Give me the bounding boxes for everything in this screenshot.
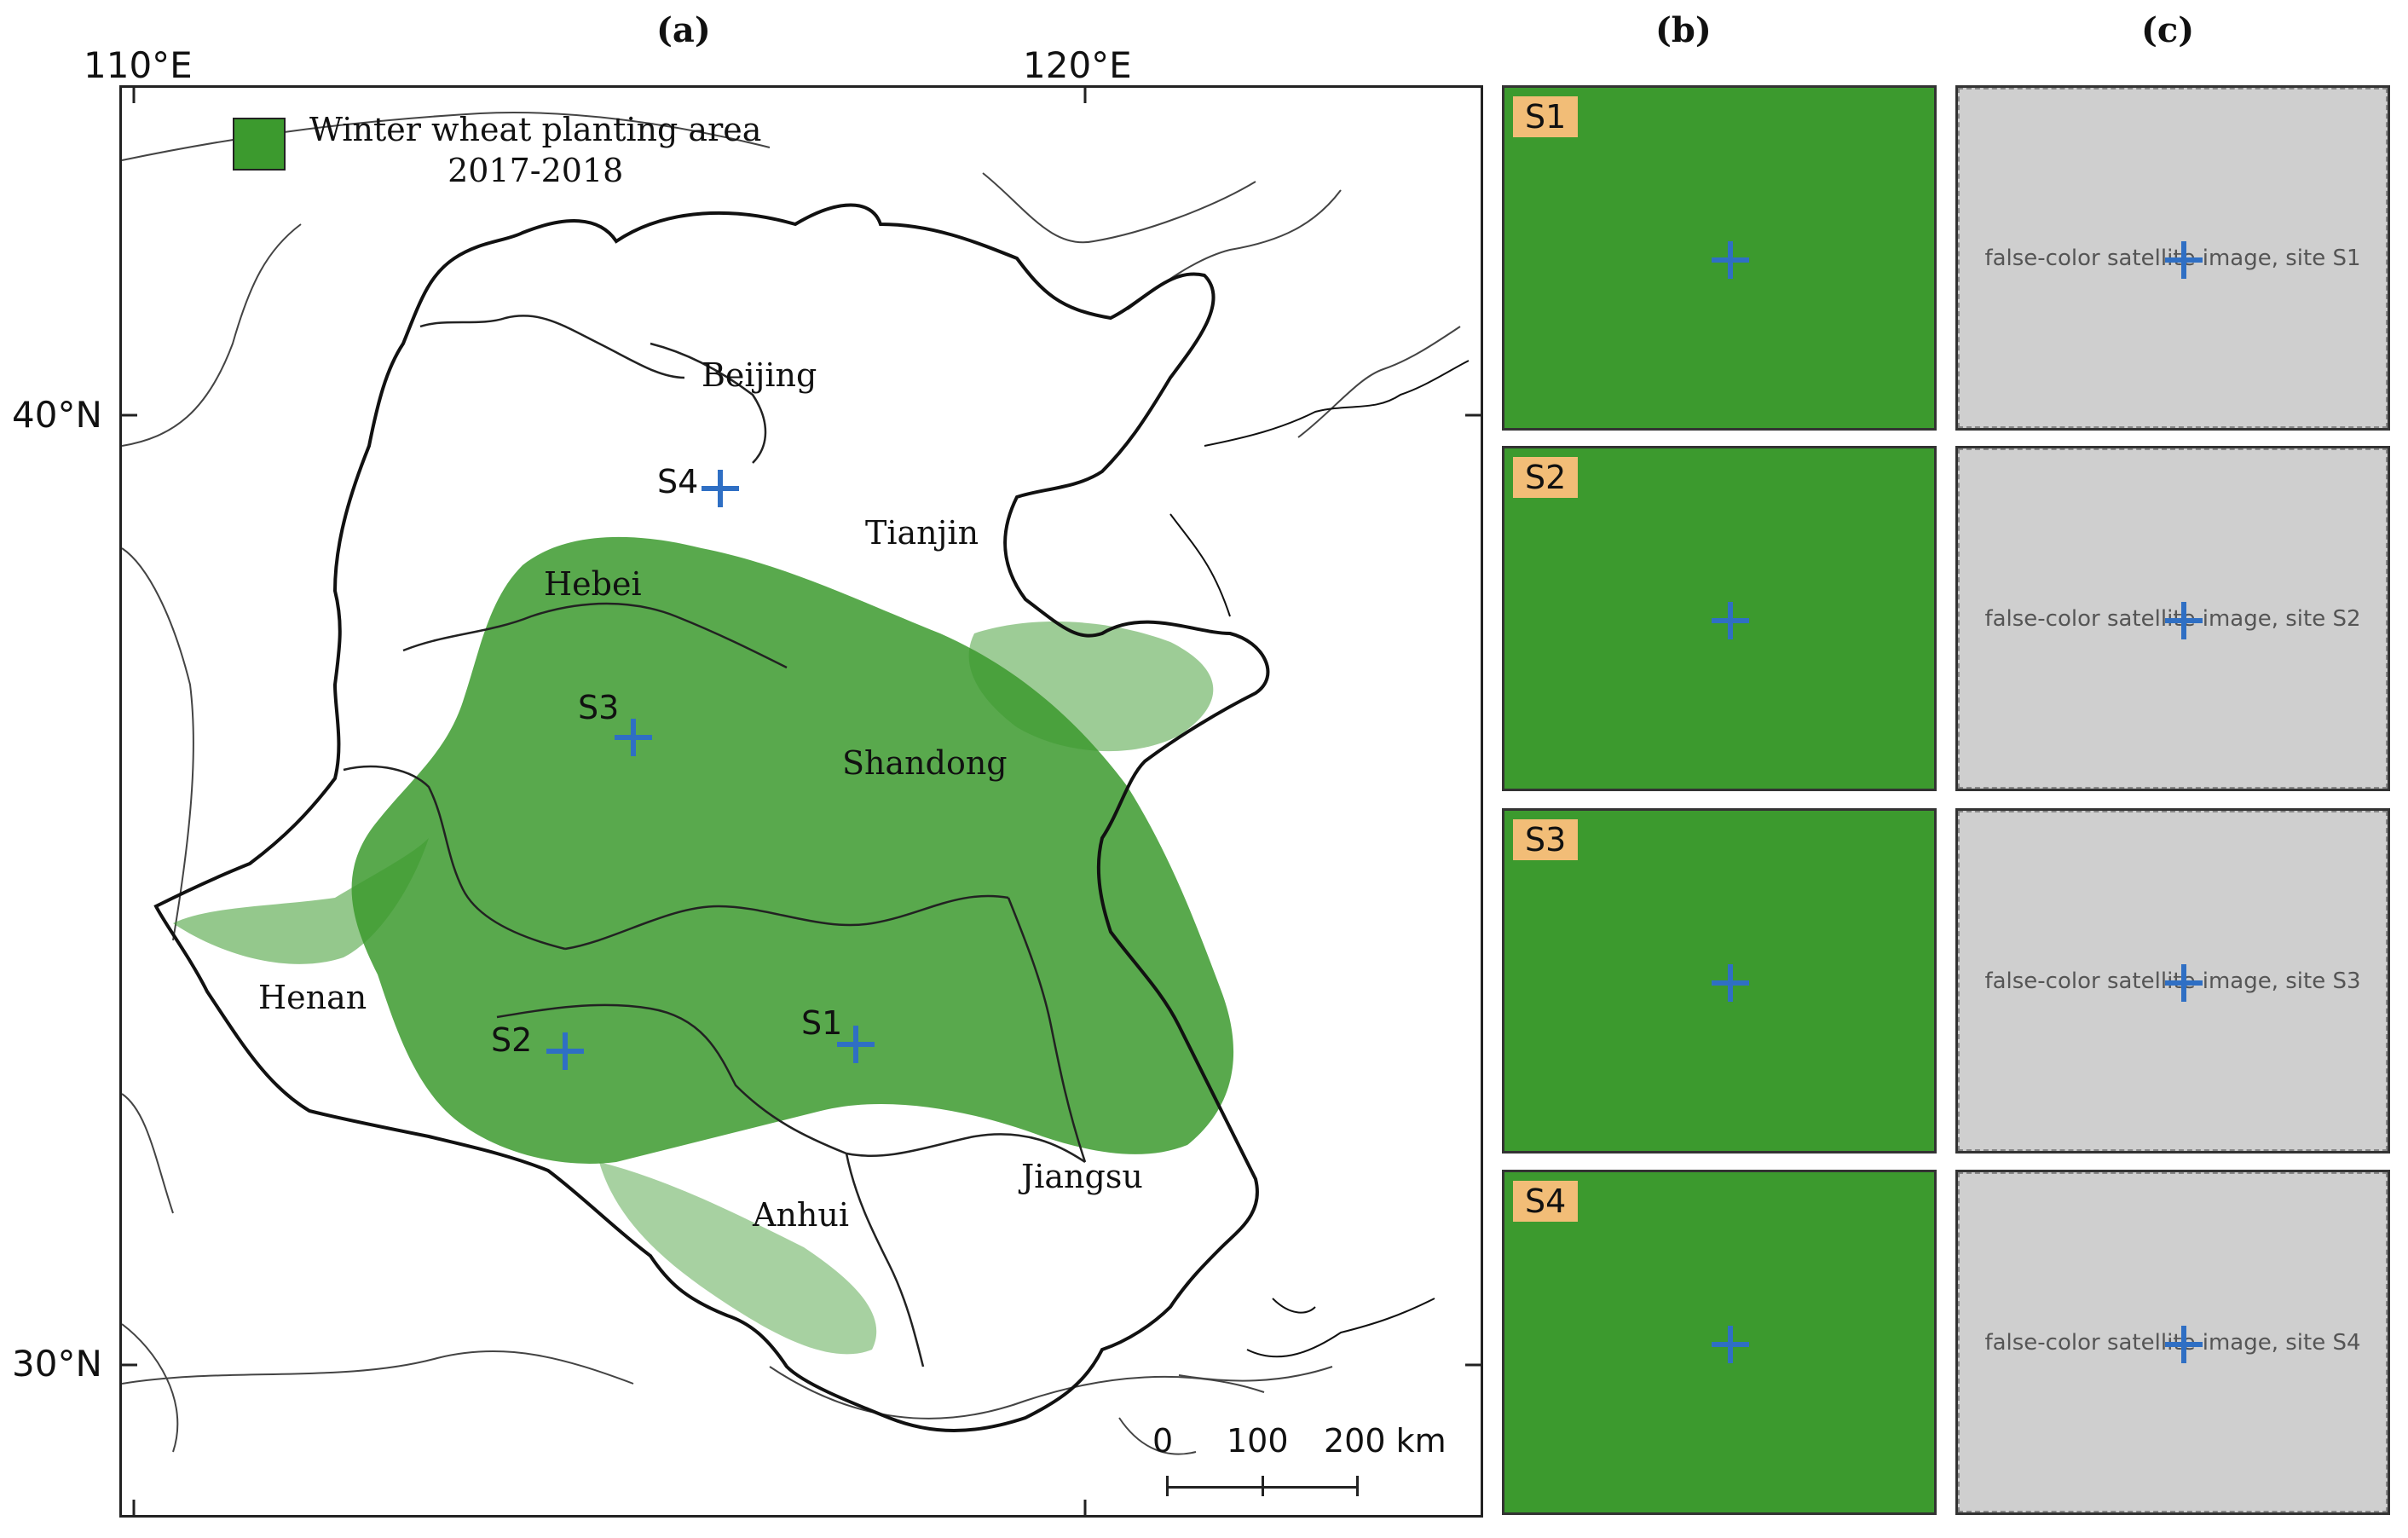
province-label-hebei: Hebei <box>544 565 642 603</box>
province-label-shandong: Shandong <box>842 744 1008 782</box>
legend-swatch <box>233 118 286 171</box>
province-label-anhui: Anhui <box>753 1196 850 1234</box>
satellite-marker-s1 <box>2165 241 2203 279</box>
province-label-jiangsu: Jiangsu <box>1021 1158 1143 1195</box>
scalebar-tick-100 <box>1262 1476 1264 1496</box>
thumb-marker-s1 <box>1712 241 1749 279</box>
lat-40-label: 40°N <box>12 394 102 436</box>
thumb-tag-s3: S3 <box>1513 819 1579 860</box>
satellite-thumb-s2: false-color satellite image, site S2 <box>1955 446 2390 791</box>
satellite-thumb-s3: false-color satellite image, site S3 <box>1955 808 2390 1154</box>
site-marker-s4 <box>702 470 739 507</box>
province-label-beijing: Beijing <box>702 356 817 394</box>
satellite-marker-s2 <box>2165 602 2203 639</box>
scalebar-label-0: 0 <box>1152 1422 1174 1460</box>
map-geometry <box>122 88 1481 1515</box>
thumb-tag-s4: S4 <box>1513 1181 1579 1222</box>
satellite-thumb-s1: false-color satellite image, site S1 <box>1955 85 2390 431</box>
satellite-marker-s4 <box>2165 1326 2203 1363</box>
satellite-marker-s3 <box>2165 964 2203 1002</box>
satellite-thumb-s4: false-color satellite image, site S4 <box>1955 1170 2390 1515</box>
thumb-marker-s4 <box>1712 1326 1749 1363</box>
scalebar-label-200: 200 km <box>1324 1422 1447 1460</box>
panel-c-label: (c) <box>2141 10 2195 50</box>
thumb-marker-s2 <box>1712 602 1749 639</box>
lon-110-label: 110°E <box>84 44 193 86</box>
lon-120-label: 120°E <box>1023 44 1132 86</box>
legend-text: Winter wheat planting area 2017-2018 <box>309 109 761 191</box>
thumb-marker-s3 <box>1712 964 1749 1002</box>
panel-a-label: (a) <box>656 10 711 50</box>
lat-30-label: 30°N <box>12 1343 102 1385</box>
main-map: Winter wheat planting area 2017-2018 Bei… <box>119 85 1483 1518</box>
site-marker-s3 <box>615 719 652 756</box>
scalebar-tick-200 <box>1356 1476 1359 1496</box>
province-label-henan: Henan <box>258 979 367 1016</box>
site-label-s4: S4 <box>657 463 699 500</box>
site-marker-s1 <box>837 1026 875 1063</box>
scalebar-label-100: 100 <box>1227 1422 1289 1460</box>
classified-thumb-s4: S4 <box>1502 1170 1937 1515</box>
site-label-s1: S1 <box>801 1004 843 1042</box>
legend-line1: Winter wheat planting area <box>309 111 762 148</box>
thumb-tag-s1: S1 <box>1513 96 1579 137</box>
site-label-s2: S2 <box>491 1021 533 1059</box>
site-label-s3: S3 <box>578 689 620 726</box>
scalebar-tick-0 <box>1166 1476 1169 1496</box>
thumb-tag-s2: S2 <box>1513 457 1579 498</box>
legend-line2: 2017-2018 <box>448 152 624 189</box>
classified-thumb-s1: S1 <box>1502 85 1937 431</box>
classified-thumb-s2: S2 <box>1502 446 1937 791</box>
province-label-tianjin: Tianjin <box>865 514 979 552</box>
panel-b-label: (b) <box>1655 10 1712 50</box>
site-marker-s2 <box>546 1032 584 1070</box>
classified-thumb-s3: S3 <box>1502 808 1937 1154</box>
